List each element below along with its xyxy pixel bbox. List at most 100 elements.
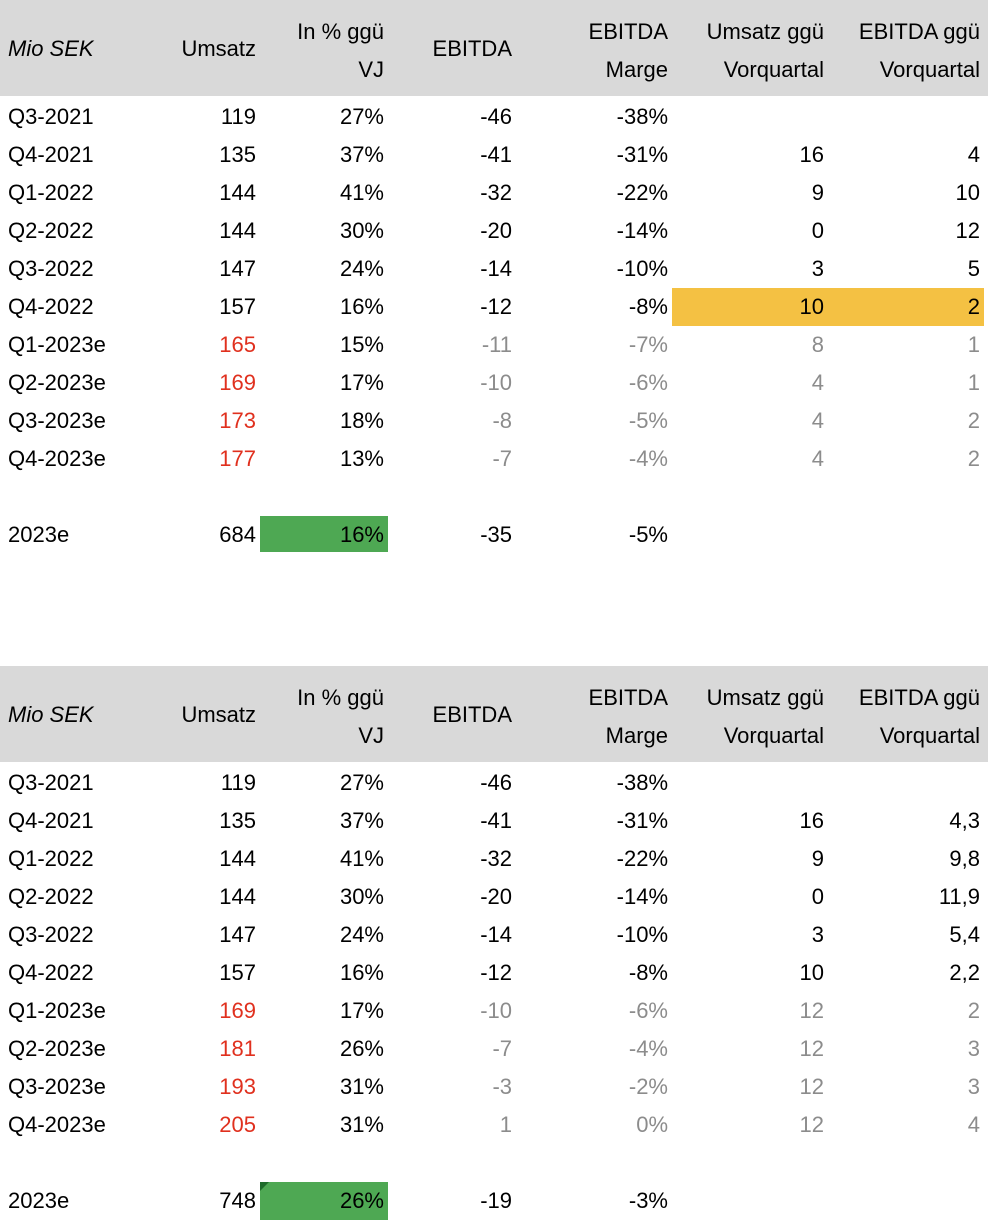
cell-marker [260,1182,269,1191]
cell: -4% [628,446,668,471]
cell: 27% [339,770,384,795]
cell: -12 [480,294,512,319]
cell: 30% [339,884,384,909]
cell: 2,2 [949,960,980,985]
total-cell: -5% [628,522,668,547]
cell: 169 [219,998,256,1023]
header-cell: Umsatz [181,36,256,61]
cell: 144 [219,180,256,205]
cell: 12 [955,218,980,243]
cell: -22% [616,846,668,871]
row-label: Q1-2023e [8,332,106,357]
cell: 9,8 [949,846,980,871]
cell: -46 [480,770,512,795]
cell: 2 [967,998,980,1023]
cell: -7% [628,332,668,357]
cell: 31% [339,1074,384,1099]
cell: 135 [219,142,256,167]
header-row [0,666,988,762]
cell: 1 [967,370,980,395]
row-label: Q1-2022 [8,846,94,871]
cell: 4 [967,142,980,167]
cell: 177 [219,446,256,471]
cell: 41% [339,180,384,205]
cell: -31% [616,808,668,833]
row-label: Q3-2021 [8,770,94,795]
cell: 135 [219,808,256,833]
cell: 4 [811,408,824,433]
cell: 1 [499,1112,512,1137]
cell: -7 [492,1036,512,1061]
cell: -10 [480,370,512,395]
cell: -8 [492,408,512,433]
cell: 1 [967,332,980,357]
cell: 24% [339,922,384,947]
cell: 0 [811,884,824,909]
cell: -12 [480,960,512,985]
cell: -46 [480,104,512,129]
cell: 205 [219,1112,256,1137]
header-cell: In % ggü [297,19,384,44]
header-cell: EBITDA ggü [858,685,980,710]
row-label: Q2-2022 [8,218,94,243]
header-cell: In % ggü [297,685,384,710]
cell: 0 [811,218,824,243]
cell: -32 [480,846,512,871]
cell: 144 [219,884,256,909]
row-label: Q3-2023e [8,1074,106,1099]
row-label: Q1-2023e [8,998,106,1023]
cell: 9 [811,180,824,205]
cell: 169 [219,370,256,395]
header-cell: VJ [358,723,384,748]
cell: 16 [799,808,824,833]
total-cell: -35 [480,522,512,547]
header-cell: Mio SEK [8,702,94,727]
header-row [0,0,988,96]
cell: 18% [339,408,384,433]
total-label: 2023e [8,522,70,547]
header-cell: Vorquartal [723,723,824,748]
cell: 31% [339,1112,384,1137]
header-cell: EBITDA [432,36,512,61]
cell: 2 [967,446,980,471]
cell: 0% [636,1112,668,1137]
header-cell: EBITDA [432,702,512,727]
cell: -7 [492,446,512,471]
cell: 3 [811,256,824,281]
cell: 24% [339,256,384,281]
cell: 16% [339,294,384,319]
highlight-green [260,516,388,552]
cell: -20 [480,884,512,909]
cell: -5% [628,408,668,433]
cell: -6% [628,370,668,395]
row-label: Q4-2022 [8,960,94,985]
cell: 5 [967,256,980,281]
row-label: Q3-2022 [8,922,94,947]
cell: 165 [219,332,256,357]
cell: 3 [967,1036,980,1061]
highlight-orange [672,288,984,326]
cell: -8% [628,294,668,319]
row-label: Q4-2023e [8,1112,106,1137]
total-cell: 684 [219,522,256,547]
cell: 119 [220,770,256,795]
cell: -31% [616,142,668,167]
header-cell: Vorquartal [723,57,824,82]
header-cell: EBITDA ggü [858,19,980,44]
header-cell: Marge [605,57,668,82]
row-label: Q2-2023e [8,1036,106,1061]
cell: 147 [219,256,256,281]
cell: 11,9 [938,884,980,909]
cell: -14% [616,884,668,909]
cell: -11 [481,332,512,357]
cell: -41 [480,808,512,833]
cell: 2 [967,294,980,319]
cell: 12 [799,1074,824,1099]
total-cell: 748 [219,1188,256,1213]
row-label: Q1-2022 [8,180,94,205]
cell: -14 [480,922,512,947]
cell: -20 [480,218,512,243]
header-cell: EBITDA [588,19,668,44]
row-label: Q3-2023e [8,408,106,433]
total-cell: -3% [628,1188,668,1213]
